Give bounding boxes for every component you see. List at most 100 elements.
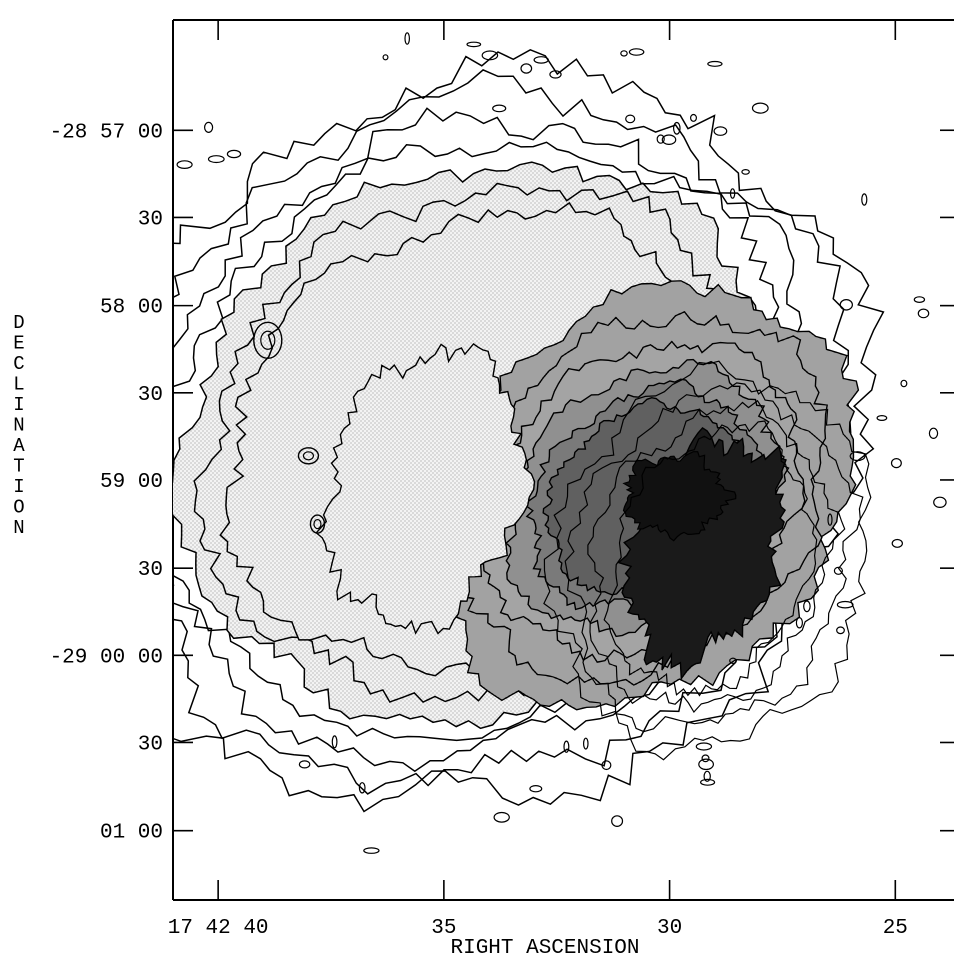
isolated-source — [260, 330, 276, 350]
noise-contour — [849, 451, 866, 462]
y-axis-title-letter: I — [13, 476, 24, 498]
noise-contour — [82, 348, 96, 357]
noise-contour — [861, 193, 868, 206]
contour-level — [315, 342, 536, 635]
noise-contour — [707, 60, 723, 67]
noise-contour — [620, 50, 628, 57]
y-tick-label: 30 — [138, 384, 163, 407]
contour-level — [564, 382, 864, 733]
isolated-source — [297, 447, 320, 465]
noise-contour — [795, 617, 804, 629]
noise-contour — [751, 102, 769, 114]
noise-contour — [741, 168, 750, 175]
noise-contour — [695, 742, 713, 751]
noise-contour — [917, 308, 930, 319]
noise-contour — [699, 778, 716, 786]
noise-contour — [827, 513, 833, 526]
y-axis-title-letter: I — [13, 394, 24, 416]
noise-contour — [173, 249, 174, 253]
y-tick-label: 30 — [138, 208, 163, 231]
noise-contour — [404, 32, 411, 45]
noise-contour — [701, 754, 710, 763]
contour-level — [587, 399, 846, 713]
noise-contour — [73, 375, 77, 380]
noise-contour — [363, 847, 380, 854]
noise-contour — [493, 811, 510, 823]
noise-contour — [520, 63, 533, 74]
x-tick-label: 25 — [883, 917, 908, 940]
noise-contour — [625, 114, 636, 124]
noise-contour — [76, 611, 86, 620]
noise-contour — [226, 149, 242, 159]
noise-contour — [382, 54, 389, 61]
noise-contour — [176, 160, 193, 170]
contour-layers — [0, 32, 947, 854]
y-tick-label: 59 00 — [100, 471, 163, 494]
y-tick-label: -28 57 00 — [50, 121, 163, 144]
noise-contour — [103, 593, 114, 603]
isolated-source — [309, 514, 326, 534]
noise-contour — [481, 50, 499, 61]
noise-contour — [836, 600, 854, 609]
noise-contour — [628, 48, 645, 56]
noise-contour — [900, 379, 908, 388]
noise-contour — [933, 496, 947, 508]
noise-contour — [729, 657, 737, 665]
noise-contour — [529, 785, 543, 793]
noise-contour — [928, 427, 939, 439]
noise-contour — [0, 331, 11, 341]
y-axis-title-letter: D — [13, 312, 24, 334]
noise-contour — [582, 737, 589, 750]
noise-contour — [563, 740, 570, 753]
x-tick-label: 30 — [657, 917, 682, 940]
y-tick-label: 30 — [138, 733, 163, 756]
noise-contour — [890, 458, 902, 469]
noise-contour — [876, 415, 888, 422]
noise-contour — [713, 126, 728, 136]
noise-contour — [533, 56, 549, 64]
noise-contour — [601, 760, 612, 771]
noise-contour — [207, 155, 225, 164]
y-tick-label: 01 00 — [100, 822, 163, 845]
y-axis-title-letter: A — [13, 435, 25, 457]
noise-contour — [698, 758, 714, 771]
y-axis-title-letter: E — [13, 333, 24, 355]
contour-level — [603, 420, 818, 697]
contour-level — [543, 360, 872, 761]
x-tick-label: 35 — [431, 917, 456, 940]
y-axis-title-letter: L — [13, 374, 24, 396]
noise-contour — [836, 626, 845, 635]
noise-contour — [839, 298, 854, 311]
noise-contour — [549, 70, 562, 79]
noise-contour — [91, 558, 101, 568]
y-tick-label: 30 — [138, 559, 163, 582]
isolated-source — [313, 518, 322, 530]
isolated-source — [253, 321, 283, 359]
noise-contour — [833, 566, 844, 575]
noise-contour — [661, 134, 677, 145]
noise-contour — [611, 815, 624, 827]
noise-contour — [689, 113, 697, 122]
noise-contour — [492, 104, 507, 113]
y-tick-label: -29 00 00 — [50, 646, 163, 669]
y-tick-label: 58 00 — [100, 297, 163, 320]
y-axis-title-letter: N — [13, 415, 24, 437]
isolated-source — [302, 451, 315, 461]
noise-contour — [165, 708, 172, 715]
noise-contour — [891, 538, 904, 548]
noise-contour — [729, 188, 736, 199]
noise-contour — [331, 735, 338, 749]
noise-contour — [154, 265, 161, 273]
noise-contour — [298, 760, 311, 769]
noise-contour — [140, 608, 154, 618]
noise-contour — [656, 134, 665, 144]
noise-contour — [67, 335, 71, 339]
y-axis-title-letter: N — [13, 517, 24, 539]
noise-contour — [466, 41, 482, 48]
y-axis-title-letter: T — [13, 456, 24, 478]
y-axis-title-letter: C — [13, 353, 24, 375]
peak-emission-core — [622, 451, 737, 542]
noise-contour — [672, 121, 681, 135]
